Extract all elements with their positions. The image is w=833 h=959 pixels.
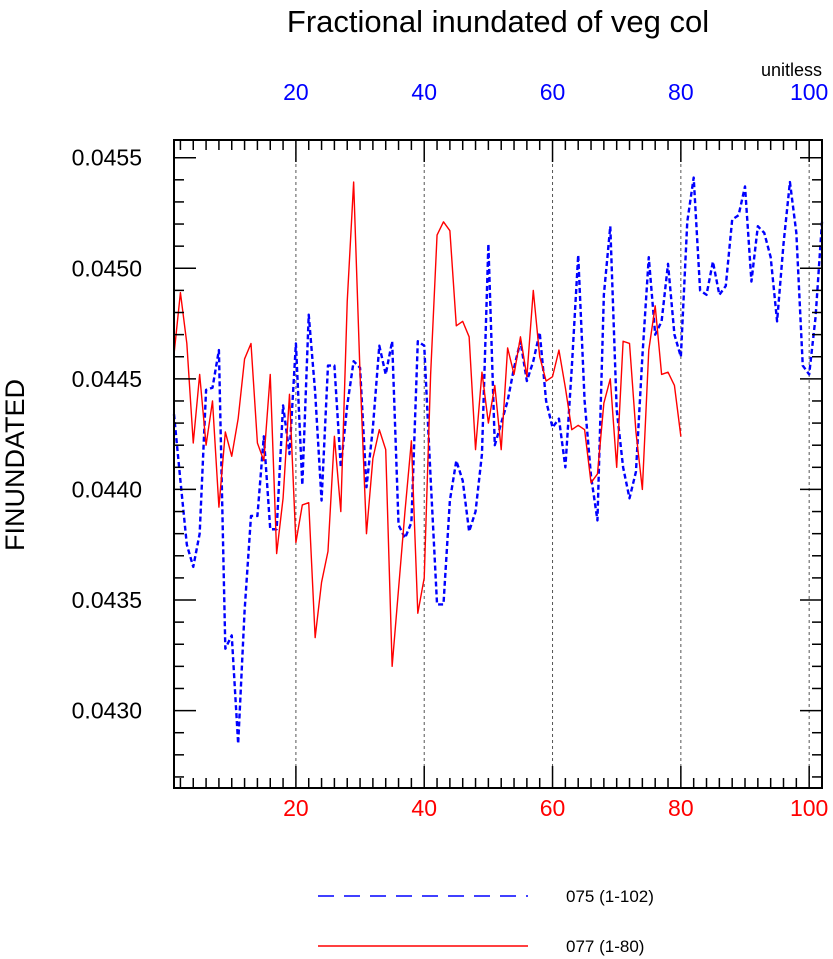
x-tick-label-bottom: 40 [411,795,437,821]
y-tick-label: 0.0455 [72,145,142,171]
x-tick-label-bottom: 100 [790,795,828,821]
x-tick-label-bottom: 20 [283,795,309,821]
x-tick-label-top: 100 [790,79,828,105]
legend-label-2: 077 (1-80) [566,937,644,956]
plot-frame [173,139,823,789]
y-tick-label: 0.0435 [72,587,142,613]
axes-group: 0.0430 0.0435 0.0440 0.0445 0.0450 0.0455 20 40… [72,79,829,821]
units-label: unitless [761,60,822,80]
series-line-2 [173,181,682,668]
y-tick-label: 0.0430 [72,698,142,724]
series-group [172,176,824,745]
y-axis-label: FINUNDATED [0,379,30,551]
vertical-grid [295,140,810,788]
chart-title: Fractional inundated of veg col [287,4,709,39]
x-tick-label-bottom: 80 [668,795,694,821]
series-line-1 [172,176,824,745]
legend-label-1: 075 (1-102) [566,887,654,906]
x-tick-label-top: 40 [411,79,437,105]
y-tick-label: 0.0440 [72,476,142,502]
y-tick-label: 0.0445 [72,366,142,392]
x-tick-label-bottom: 60 [540,795,566,821]
x-tick-label-top: 20 [283,79,309,105]
x-tick-label-top: 80 [668,79,694,105]
y-tick-label: 0.0450 [72,255,142,281]
legend: 075 (1-102) 077 (1-80) [318,887,654,956]
x-tick-label-top: 60 [540,79,566,105]
